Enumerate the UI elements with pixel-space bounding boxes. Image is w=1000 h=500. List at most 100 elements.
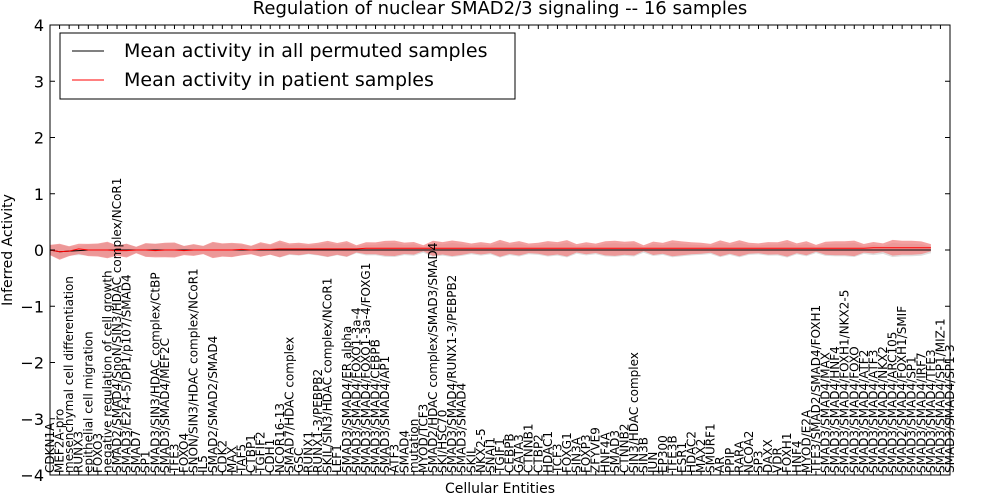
category-label: SMAD3/SMAD4/MAX [819,352,833,473]
category-label: DAXX [761,439,775,473]
category-label: ESR1 [675,442,689,473]
category-label: TGIF1 [493,438,507,474]
category-label: SMAD2/SMAD4/FOXH1/SMIF [895,306,909,473]
category-label: SMAD2/SMAD4/SnoN/SIN3/HDAC complex/NCoR1 [110,178,124,473]
category-label: MAX [225,446,239,473]
category-label: CDK2 [215,440,229,473]
category-label: SMAD3/E2F4-5/DP1/p107/SMAD4 [120,274,134,473]
category-label: CTNNB2 [618,423,632,473]
category-label: SMAD7 [129,430,143,473]
category-label: HNF4 [790,440,804,473]
category-label: CDH1 [263,439,277,473]
category-label: SMAD3/SMAD4/FOXO1-3a-4/FOXG1 [359,263,373,473]
category-label: CTBP2 [531,434,545,473]
category-label: NKX2-5 [474,428,488,473]
category-label: NCOR16-13 [273,403,287,473]
category-label: negative regulation of cell growth [100,270,114,473]
category-label: MYOD/E2A [799,409,813,473]
category-label: VDR [771,447,785,473]
category-label: SMAD3/SMAD4/RUNX1-3/PEBPB2 [445,275,459,473]
category-label: SMAD3/SMAD4/AP1 [378,356,392,473]
category-label: SMAD2/SMAD2/SMAD4 [206,336,220,473]
category-label: epithelial cell migration [81,331,95,473]
category-label: HDAC2 [685,431,699,473]
category-label: SMAD3/SMAD4/ARC105 [886,332,900,473]
category-label: PPIP [723,448,737,473]
category-label: FOXG1 [560,432,574,473]
category-label: SNAI1 [483,437,497,473]
category-label: SMAD3/SMAD4/FOXH1/NKX2-5 [838,290,852,473]
series-lines [49,247,931,253]
category-label: ATF3 [388,444,402,473]
category-label: RARA [732,440,746,473]
category-label: EP300 [656,435,670,473]
category-label: FOXH1 [780,433,794,473]
y-tick-label: 0 [34,241,44,260]
y-tick-label: 3 [34,72,44,91]
category-label: SMAD3/SMAD4/HNF4 [828,346,842,473]
category-label: ZFYVE9 [589,427,603,473]
y-tick-label: 2 [34,129,44,148]
category-label: SMAD3/SMAD4/SP1 [905,356,919,473]
category-label: SKI/HSC70 [436,410,450,473]
category-label: SNON/SIN3/HDAC complex/NCoR1 [187,268,201,473]
category-label: MEF2A-pro [53,409,67,473]
legend-box [59,32,516,100]
category-label: TFE3B [665,435,679,474]
category-label: SMAD3/SMAD4/CEBPB [369,339,383,473]
category-label: mutation [407,419,421,473]
category-label: SMAD3/SIN3/HDAC complex/CtBP [148,272,162,473]
category-label: SP1 [139,451,153,474]
category-label: SKIL [464,447,478,473]
category-label: SIN3A [570,436,584,473]
legend-label-patient: Mean activity in patient samples [124,69,434,91]
y-axis-ticks: −4 −3 −2 −1 0 1 2 3 4 [20,16,950,485]
category-label: GATA3 [512,434,526,473]
category-label: CTNNB1 [522,423,536,473]
category-label: TGFIF2 [254,431,268,474]
y-tick-label: −1 [20,297,44,316]
y-tick-label: −3 [20,410,44,429]
category-label: FOXO3 [91,433,105,473]
category-label: mesenchymal cell differentiation [62,276,76,473]
chart-title: Regulation of nuclear SMAD2/3 signaling … [253,0,748,19]
category-label: SMAD3/SMAD4/NKX2 [876,346,890,473]
category-label: SP3 [752,451,766,474]
category-label: HDAC1 [541,431,555,473]
category-label: FOXO4 [177,433,191,473]
category-label: SMAD3/SMAD4/IRF7 [914,352,928,473]
category-label: TFE3 [168,444,182,474]
category-label: MYOD/TCF3 [416,404,430,473]
category-label: SMAD3/SMAD4/FOXO [847,346,861,473]
category-label: SMAD3/SMAD4/TFE3 [924,349,938,473]
category-label: SIN3B [637,437,651,473]
category-label: SMAD3/SMAD4/ATF3 [866,350,880,473]
category-label: TFE3/SMAD2/SMAD4/FOXH1 [809,305,823,474]
category-label: SIN3/HDAC complex [627,352,641,473]
category-label: SMAD3/SMAD4/SP1/MIZ-1 [933,318,947,473]
category-label: SKIL/SIN3/HDAC complex/NCoR1 [321,278,335,473]
y-tick-label: −2 [20,354,44,373]
category-label: AR [713,456,727,473]
category-label: RUNX1 [302,431,316,473]
x-axis-ticks [49,25,951,475]
category-label: JUN [646,452,660,474]
category-label: SMAD3/SMAD4/MEF2C [158,338,172,473]
y-tick-label: 1 [34,185,44,204]
category-label: NCOA2 [742,431,756,473]
category-label: CTBP1 [244,434,258,473]
category-label: SMAD4 [397,430,411,473]
category-label: SMAD3/SMAD4/FOXO1-3a-4 [349,307,363,473]
legend-label-permuted: Mean activity in all permuted samples [124,40,487,62]
category-label: SMAD7/HDAC complex [282,337,296,473]
category-label: HNF4A [598,431,612,473]
legend: Mean activity in all permuted samples Me… [59,32,516,100]
y-tick-label: −4 [20,466,44,485]
category-label: SMAD3/SMAD4/ATF2 [857,350,871,473]
category-label: SMURF1 [704,423,718,473]
category-label: SMAD3/SMAD4/ER alpha [340,326,354,473]
category-label: MAX2 [694,439,708,473]
category-label: TAF5 [235,444,249,474]
category-label: TCF3 [550,443,564,474]
